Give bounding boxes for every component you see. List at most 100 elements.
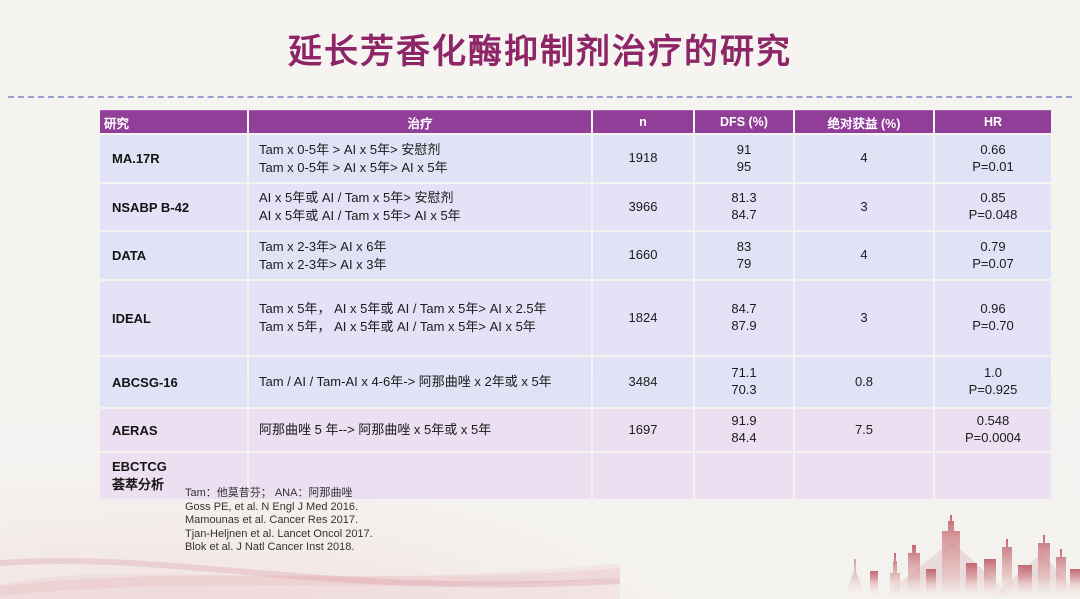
study-name: MA.17R xyxy=(100,135,247,182)
hr-line: P=0.07 xyxy=(972,255,1014,271)
treatment-cell: Tam x 0-5年 > AI x 5年> 安慰剂 Tam x 0-5年 > A… xyxy=(249,135,591,182)
dfs-line: 91.9 xyxy=(731,413,757,429)
hr-line: 1.0 xyxy=(983,365,1003,381)
dfs-line: 81.3 xyxy=(731,190,757,206)
hr-line: 0.79 xyxy=(980,238,1006,254)
col-header-dfs: DFS (%) xyxy=(695,110,793,133)
table-header-row: 研究 治疗 n DFS (%) 绝对获益 (%) HR xyxy=(100,110,1051,133)
hr-cell xyxy=(935,453,1051,499)
hr-line: P=0.048 xyxy=(968,207,1018,222)
treatment-cell: AI x 5年或 AI / Tam x 5年> 安慰剂 AI x 5年或 AI … xyxy=(249,184,591,230)
treatment-line: Tam x 5年， AI x 5年或 AI / Tam x 5年> AI x 5… xyxy=(259,319,536,334)
dfs-cell xyxy=(695,453,793,499)
study-name: AERAS xyxy=(100,409,247,451)
dfs-cell: 83 79 xyxy=(695,232,793,279)
city-skyline-decoration xyxy=(842,515,1080,597)
hr-cell: 0.96 P=0.70 xyxy=(935,281,1051,355)
footnote-abbreviations: Tam：他莫昔芬； ANA：阿那曲唑 xyxy=(185,487,353,499)
study-line: EBCTCG xyxy=(112,459,167,474)
dfs-line: 71.1 xyxy=(731,365,757,381)
hr-line: P=0.70 xyxy=(972,318,1014,333)
treatment-cell: 阿那曲唑 5 年--> 阿那曲唑 x 5年或 x 5年 xyxy=(249,409,591,451)
dfs-cell: 71.1 70.3 xyxy=(695,357,793,407)
n-cell: 3966 xyxy=(593,184,693,230)
pink-wave-decoration xyxy=(0,557,620,599)
hr-cell: 0.548 P=0.0004 xyxy=(935,409,1051,451)
footnote-reference: Tjan-Heljnen et al. Lancet Oncol 2017. xyxy=(185,527,373,540)
table-row-aeras: AERAS 阿那曲唑 5 年--> 阿那曲唑 x 5年或 x 5年 1697 9… xyxy=(100,409,1051,451)
n-cell: 1697 xyxy=(593,409,693,451)
dfs-line: 83 xyxy=(736,238,752,254)
table-row-ebctcg: EBCTCG 荟萃分析 xyxy=(100,453,1051,499)
study-name: DATA xyxy=(100,232,247,279)
table-row-abcsg16: ABCSG-16 Tam / AI / Tam-AI x 4-6年-> 阿那曲唑… xyxy=(100,357,1051,407)
dfs-line: 91 xyxy=(736,141,752,157)
benefit-cell: 3 xyxy=(795,184,933,230)
study-line: 荟萃分析 xyxy=(112,477,165,492)
footnote-reference: Blok et al. J Natl Cancer Inst 2018. xyxy=(185,541,355,553)
hr-line: 0.548 xyxy=(976,413,1010,429)
benefit-cell: 0.8 xyxy=(795,357,933,407)
benefit-cell: 7.5 xyxy=(795,409,933,451)
dfs-cell: 81.3 84.7 xyxy=(695,184,793,230)
dfs-cell: 84.7 87.9 xyxy=(695,281,793,355)
n-cell: 1824 xyxy=(593,281,693,355)
title-divider xyxy=(8,96,1072,98)
treatment-line: Tam x 2-3年> AI x 6年 xyxy=(259,238,387,254)
n-cell: 1660 xyxy=(593,232,693,279)
hr-line: 0.66 xyxy=(980,141,1006,157)
footnotes: Tam：他莫昔芬； ANA：阿那曲唑 Goss PE, et al. N Eng… xyxy=(185,487,373,555)
table-row-ma17r: MA.17R Tam x 0-5年 > AI x 5年> 安慰剂 Tam x 0… xyxy=(100,135,1051,182)
col-header-n: n xyxy=(593,110,693,133)
treatment-line: Tam / AI / Tam-AI x 4-6年-> 阿那曲唑 x 2年或 x … xyxy=(259,374,552,390)
dfs-cell: 91 95 xyxy=(695,135,793,182)
treatment-line: Tam x 2-3年> AI x 3年 xyxy=(259,256,387,272)
hr-cell: 0.66 P=0.01 xyxy=(935,135,1051,182)
study-name: ABCSG-16 xyxy=(100,357,247,407)
benefit-cell: 4 xyxy=(795,232,933,279)
hr-line: 0.85 xyxy=(980,190,1006,206)
hr-cell: 0.79 P=0.07 xyxy=(935,232,1051,279)
treatment-line: Tam x 0-5年 > AI x 5年> 安慰剂 xyxy=(259,141,441,157)
benefit-cell: 3 xyxy=(795,281,933,355)
n-cell: 1918 xyxy=(593,135,693,182)
col-header-hr: HR xyxy=(935,110,1051,133)
col-header-treatment: 治疗 xyxy=(249,110,591,133)
study-name: NSABP B-42 xyxy=(100,184,247,230)
study-name: IDEAL xyxy=(100,281,247,355)
n-cell: 3484 xyxy=(593,357,693,407)
col-header-benefit: 绝对获益 (%) xyxy=(795,110,933,133)
hr-cell: 1.0 P=0.925 xyxy=(935,357,1051,407)
treatment-line: 阿那曲唑 5 年--> 阿那曲唑 x 5年或 x 5年 xyxy=(259,422,492,438)
treatment-cell: Tam / AI / Tam-AI x 4-6年-> 阿那曲唑 x 2年或 x … xyxy=(249,357,591,407)
hr-cell: 0.85 P=0.048 xyxy=(935,184,1051,230)
dfs-cell: 91.9 84.4 xyxy=(695,409,793,451)
hr-line: P=0.925 xyxy=(968,382,1018,397)
dfs-line: 84.7 xyxy=(731,301,757,317)
n-cell xyxy=(593,453,693,499)
treatment-line: AI x 5年或 AI / Tam x 5年> 安慰剂 xyxy=(259,190,454,206)
treatment-line: Tam x 5年， AI x 5年或 AI / Tam x 5年> AI x 2… xyxy=(259,301,547,317)
footnote-reference: Goss PE, et al. N Engl J Med 2016. xyxy=(185,500,359,513)
dfs-line: 84.4 xyxy=(731,430,757,445)
hr-line: P=0.0004 xyxy=(964,430,1022,445)
treatment-line: AI x 5年或 AI / Tam x 5年> AI x 5年 xyxy=(259,208,461,223)
benefit-cell: 4 xyxy=(795,135,933,182)
dfs-line: 84.7 xyxy=(731,207,757,222)
treatment-cell xyxy=(249,453,591,499)
col-header-study: 研究 xyxy=(100,110,247,133)
benefit-cell xyxy=(795,453,933,499)
table-row-nsabp: NSABP B-42 AI x 5年或 AI / Tam x 5年> 安慰剂 A… xyxy=(100,184,1051,230)
treatment-line: Tam x 0-5年 > AI x 5年> AI x 5年 xyxy=(259,159,448,175)
dfs-line: 70.3 xyxy=(731,382,757,397)
table-row-data: DATA Tam x 2-3年> AI x 6年 Tam x 2-3年> AI … xyxy=(100,232,1051,279)
studies-table: 研究 治疗 n DFS (%) 绝对获益 (%) HR MA.17R Tam x… xyxy=(98,108,1053,501)
study-name: EBCTCG 荟萃分析 xyxy=(100,453,247,499)
dfs-line: 95 xyxy=(736,158,752,174)
footnote-reference: Mamounas et al. Cancer Res 2017. xyxy=(185,514,359,526)
table-row-ideal: IDEAL Tam x 5年， AI x 5年或 AI / Tam x 5年> … xyxy=(100,281,1051,355)
dfs-line: 87.9 xyxy=(731,318,757,333)
treatment-cell: Tam x 5年， AI x 5年或 AI / Tam x 5年> AI x 2… xyxy=(249,281,591,355)
treatment-cell: Tam x 2-3年> AI x 6年 Tam x 2-3年> AI x 3年 xyxy=(249,232,591,279)
